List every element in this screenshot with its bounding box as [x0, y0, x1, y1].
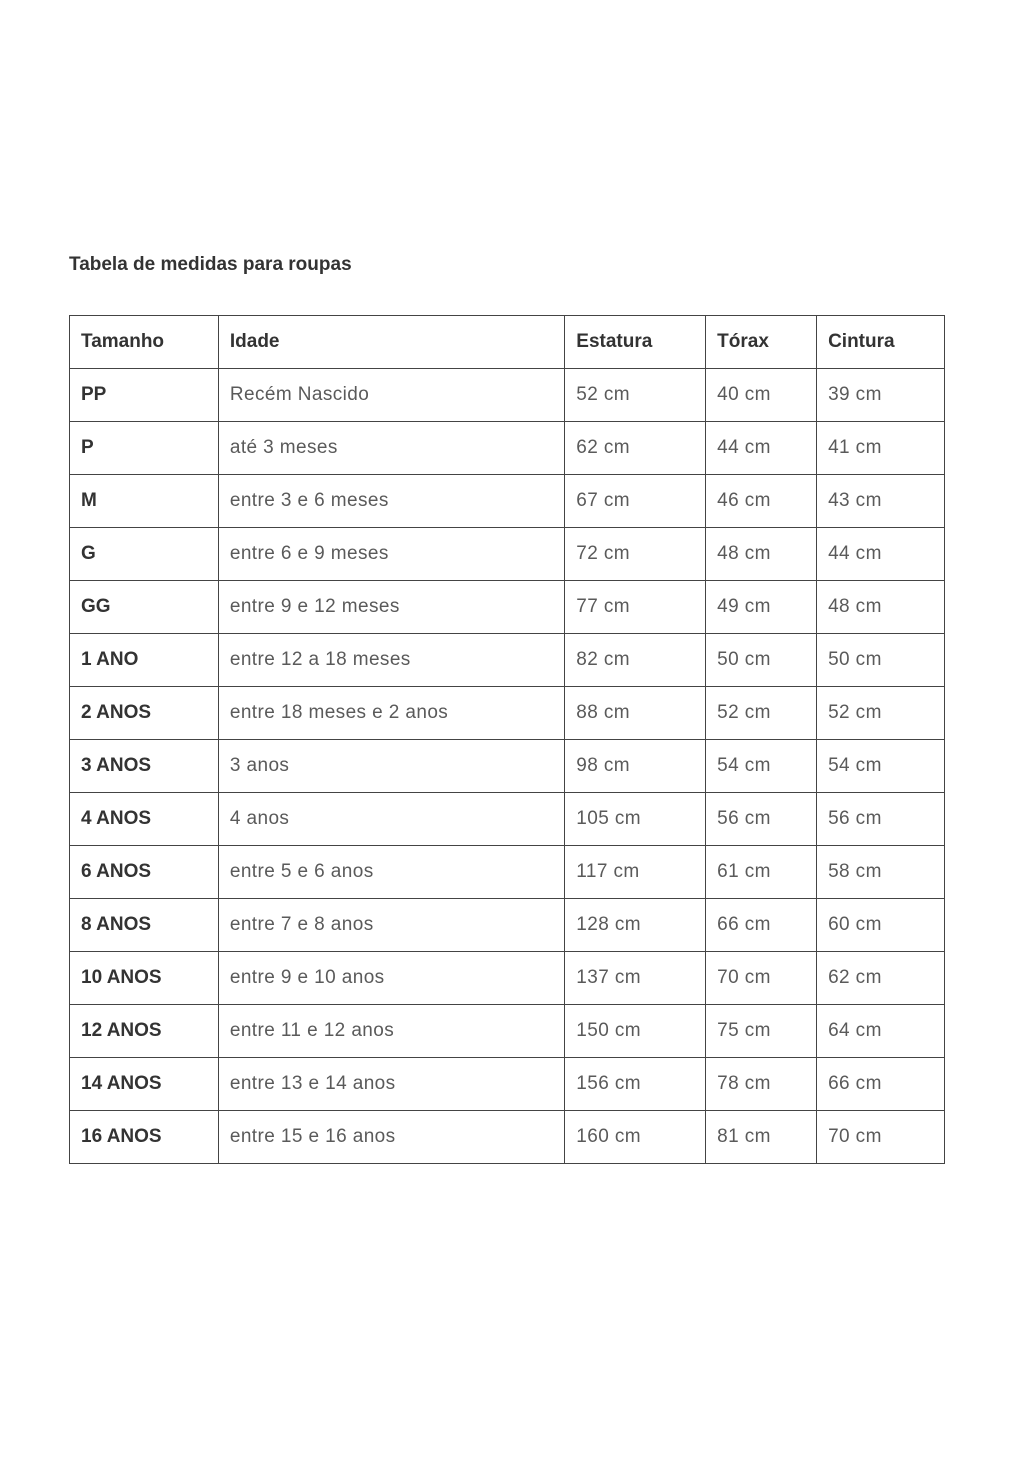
cell-chest: 40 cm [705, 368, 818, 422]
cell-height: 128 cm [564, 898, 707, 952]
cell-size: 6 ANOS [69, 845, 219, 899]
cell-waist: 44 cm [816, 527, 945, 581]
cell-waist: 56 cm [816, 792, 945, 846]
cell-waist: 50 cm [816, 633, 945, 687]
column-header-waist: Cintura [816, 315, 945, 369]
cell-waist: 41 cm [816, 421, 945, 475]
cell-size: P [69, 421, 219, 475]
cell-size: M [69, 474, 219, 528]
cell-age: entre 6 e 9 meses [217, 527, 566, 581]
cell-height: 156 cm [564, 1057, 707, 1111]
column-header-height: Estatura [564, 315, 707, 369]
cell-chest: 52 cm [705, 686, 818, 740]
cell-age: 4 anos [217, 792, 566, 846]
cell-height: 62 cm [564, 421, 707, 475]
cell-size: PP [69, 368, 219, 422]
cell-chest: 54 cm [705, 739, 818, 793]
cell-waist: 52 cm [816, 686, 945, 740]
cell-age: 3 anos [217, 739, 566, 793]
table-row: 6 ANOS entre 5 e 6 anos 117 cm 61 cm 58 cm [69, 845, 945, 899]
cell-size: 1 ANO [69, 633, 219, 687]
cell-waist: 48 cm [816, 580, 945, 634]
cell-height: 88 cm [564, 686, 707, 740]
cell-size: G [69, 527, 219, 581]
cell-chest: 78 cm [705, 1057, 818, 1111]
cell-age: entre 18 meses e 2 anos [217, 686, 566, 740]
page-title: Tabela de medidas para roupas [69, 254, 352, 275]
cell-age: entre 12 a 18 meses [217, 633, 566, 687]
table-row: 12 ANOS entre 11 e 12 anos 150 cm 75 cm 64 c… [69, 1004, 945, 1058]
cell-waist: 60 cm [816, 898, 945, 952]
cell-height: 67 cm [564, 474, 707, 528]
table-row: 3 ANOS 3 anos 98 cm 54 cm 54 cm [69, 739, 945, 793]
column-header-age: Idade [217, 315, 566, 369]
cell-age: entre 9 e 10 anos [217, 951, 566, 1005]
table-row: 16 ANOS entre 15 e 16 anos 160 cm 81 cm 70 c… [69, 1110, 945, 1164]
cell-chest: 49 cm [705, 580, 818, 634]
cell-waist: 58 cm [816, 845, 945, 899]
column-header-size: Tamanho [69, 315, 219, 369]
cell-height: 137 cm [564, 951, 707, 1005]
cell-waist: 62 cm [816, 951, 945, 1005]
cell-age: entre 11 e 12 anos [217, 1004, 566, 1058]
cell-chest: 70 cm [705, 951, 818, 1005]
cell-size: 14 ANOS [69, 1057, 219, 1111]
table-row: 10 ANOS entre 9 e 10 anos 137 cm 70 cm 62 cm [69, 951, 945, 1005]
table-row: 2 ANOS entre 18 meses e 2 anos 88 cm 52 cm 5… [69, 686, 945, 740]
cell-chest: 81 cm [705, 1110, 818, 1164]
cell-chest: 75 cm [705, 1004, 818, 1058]
cell-age: até 3 meses [217, 421, 566, 475]
cell-waist: 54 cm [816, 739, 945, 793]
cell-height: 52 cm [564, 368, 707, 422]
size-chart-table: Tamanho Idade Estatura Tórax Cintura PP Recém… [69, 315, 945, 1164]
cell-height: 117 cm [564, 845, 707, 899]
cell-size: 4 ANOS [69, 792, 219, 846]
cell-size: 12 ANOS [69, 1004, 219, 1058]
cell-waist: 70 cm [816, 1110, 945, 1164]
cell-age: entre 15 e 16 anos [217, 1110, 566, 1164]
table-row: GG entre 9 e 12 meses 77 cm 49 cm 48 cm [69, 580, 945, 634]
cell-waist: 64 cm [816, 1004, 945, 1058]
cell-height: 72 cm [564, 527, 707, 581]
cell-chest: 56 cm [705, 792, 818, 846]
table-row: 4 ANOS 4 anos 105 cm 56 cm 56 cm [69, 792, 945, 846]
cell-waist: 66 cm [816, 1057, 945, 1111]
cell-chest: 61 cm [705, 845, 818, 899]
cell-size: 10 ANOS [69, 951, 219, 1005]
cell-chest: 46 cm [705, 474, 818, 528]
cell-age: entre 13 e 14 anos [217, 1057, 566, 1111]
cell-chest: 44 cm [705, 421, 818, 475]
cell-chest: 50 cm [705, 633, 818, 687]
table-row: 1 ANO entre 12 a 18 meses 82 cm 50 cm 50 cm [69, 633, 945, 687]
cell-height: 105 cm [564, 792, 707, 846]
cell-age: entre 3 e 6 meses [217, 474, 566, 528]
cell-age: Recém Nascido [217, 368, 566, 422]
cell-size: 8 ANOS [69, 898, 219, 952]
cell-height: 82 cm [564, 633, 707, 687]
cell-size: 3 ANOS [69, 739, 219, 793]
cell-age: entre 9 e 12 meses [217, 580, 566, 634]
cell-waist: 39 cm [816, 368, 945, 422]
cell-size: GG [69, 580, 219, 634]
table-row: 14 ANOS entre 13 e 14 anos 156 cm 78 cm 66 c… [69, 1057, 945, 1111]
table-row: PP Recém Nascido 52 cm 40 cm 39 cm [69, 368, 945, 422]
cell-age: entre 7 e 8 anos [217, 898, 566, 952]
cell-age: entre 5 e 6 anos [217, 845, 566, 899]
cell-size: 16 ANOS [69, 1110, 219, 1164]
cell-size: 2 ANOS [69, 686, 219, 740]
cell-height: 77 cm [564, 580, 707, 634]
table-header-row: Tamanho Idade Estatura Tórax Cintura [69, 315, 945, 369]
cell-height: 150 cm [564, 1004, 707, 1058]
table-row: 8 ANOS entre 7 e 8 anos 128 cm 66 cm 60 cm [69, 898, 945, 952]
cell-height: 98 cm [564, 739, 707, 793]
cell-height: 160 cm [564, 1110, 707, 1164]
column-header-chest: Tórax [705, 315, 818, 369]
cell-chest: 66 cm [705, 898, 818, 952]
cell-chest: 48 cm [705, 527, 818, 581]
cell-waist: 43 cm [816, 474, 945, 528]
